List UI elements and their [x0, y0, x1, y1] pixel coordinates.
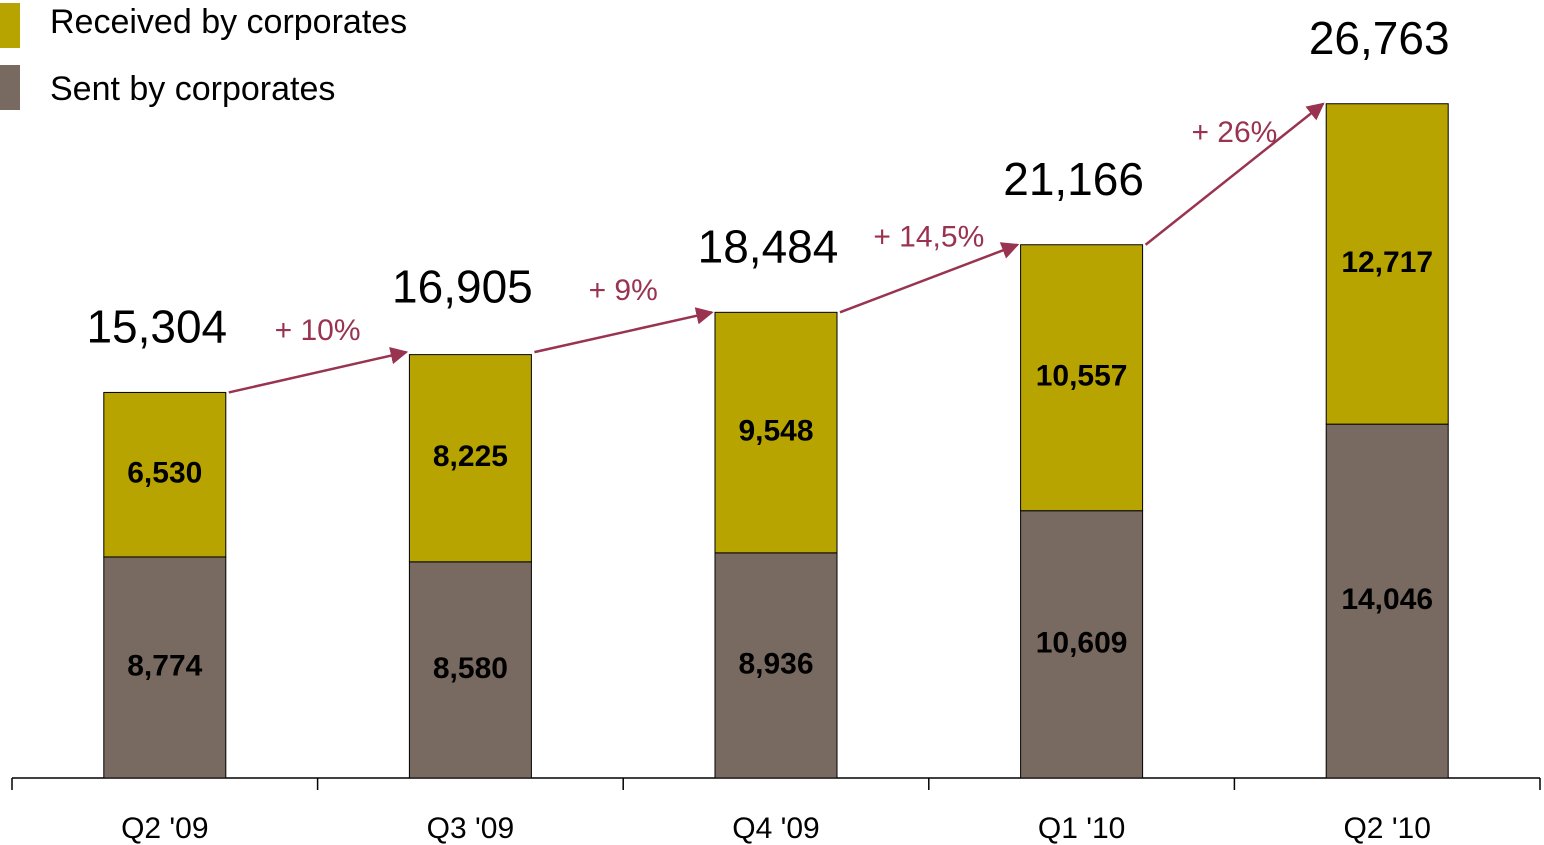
segment-label: 9,548: [738, 415, 813, 448]
growth-annotation: + 10%: [275, 314, 361, 347]
bar-segment: [714, 552, 838, 779]
total-label: 21,166: [1003, 153, 1144, 205]
growth-annotation: + 26%: [1191, 116, 1277, 149]
segment-label: 8,225: [433, 440, 508, 473]
growth-annotation: + 9%: [589, 274, 658, 307]
bar-segment: [1325, 103, 1449, 425]
x-tick-label: Q4 '09: [732, 812, 819, 845]
bar-segment: [1325, 423, 1449, 779]
segment-label: 10,609: [1036, 626, 1128, 659]
segment-label: 8,936: [738, 647, 813, 680]
growth-arrow: [1144, 102, 1325, 246]
total-label: 16,905: [392, 260, 533, 312]
segment-label: 8,774: [127, 649, 202, 682]
growth-arrow: [228, 347, 409, 394]
legend-label: Sent by corporates: [50, 70, 335, 108]
segment-label: 14,046: [1341, 583, 1433, 616]
segment-label: 10,557: [1036, 360, 1128, 393]
x-tick-label: Q2 '09: [121, 812, 208, 845]
segment-label: 6,530: [127, 457, 202, 490]
total-label: 15,304: [86, 301, 227, 353]
growth-arrow: [839, 242, 1020, 314]
x-tick-label: Q3 '09: [427, 812, 514, 845]
segment-label: 8,580: [433, 652, 508, 685]
bar-segment: [1020, 244, 1144, 512]
x-tick-label: Q1 '10: [1038, 812, 1125, 845]
bar-segment: [103, 556, 227, 779]
growth-annotation: + 14,5%: [873, 220, 984, 253]
legend-swatch: [0, 3, 20, 48]
total-label: 18,484: [698, 220, 839, 272]
segment-label: 12,717: [1341, 246, 1433, 279]
bar-segment: [408, 561, 532, 779]
legend-label: Received by corporates: [50, 3, 407, 41]
x-tick-label: Q2 '10: [1343, 812, 1430, 845]
bar-segment: [714, 311, 838, 554]
legend-swatch: [0, 65, 20, 110]
total-label: 26,763: [1309, 12, 1450, 64]
bar-segment: [1020, 510, 1144, 779]
bar-segment: [103, 391, 227, 558]
growth-arrow: [534, 307, 714, 354]
bar-segment: [408, 354, 532, 563]
